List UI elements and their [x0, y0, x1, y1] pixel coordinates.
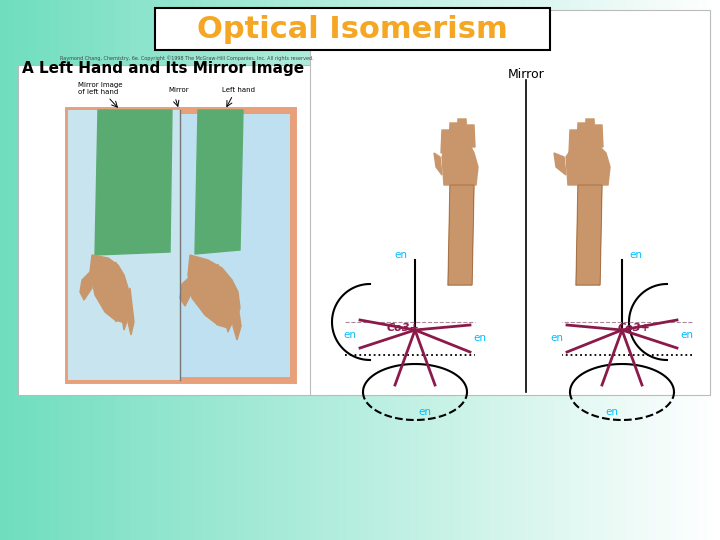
Text: en: en [418, 407, 431, 417]
Polygon shape [434, 153, 442, 175]
Text: Mirror Image
of left hand: Mirror Image of left hand [78, 82, 122, 95]
Text: en: en [395, 250, 408, 260]
Polygon shape [441, 130, 451, 153]
Polygon shape [449, 123, 459, 147]
Text: Raymond Chang, Chemistry, 6e. Copyright ©1998 The McGraw-Hill Companies, Inc. Al: Raymond Chang, Chemistry, 6e. Copyright … [60, 55, 314, 61]
Text: en: en [680, 330, 693, 340]
Polygon shape [121, 275, 128, 330]
Text: en: en [606, 407, 618, 417]
Text: Co3+: Co3+ [618, 323, 650, 333]
Polygon shape [566, 141, 610, 185]
Text: Left hand: Left hand [222, 87, 255, 93]
Bar [18, 65, 456, 395]
Text: en: en [474, 333, 487, 343]
Text: en: en [629, 250, 642, 260]
Bar [68, 110, 293, 380]
Polygon shape [442, 141, 478, 185]
Text: Co3+: Co3+ [387, 323, 420, 333]
Polygon shape [585, 119, 595, 143]
Bar [155, 8, 550, 50]
Text: A Left Hand and Its Mirror Image: A Left Hand and Its Mirror Image [22, 60, 304, 76]
Polygon shape [195, 110, 243, 254]
Polygon shape [465, 125, 475, 147]
Polygon shape [95, 110, 172, 255]
Polygon shape [90, 255, 130, 322]
Polygon shape [554, 153, 566, 175]
Polygon shape [112, 262, 120, 322]
Text: Mirror: Mirror [508, 69, 544, 82]
Polygon shape [593, 125, 603, 147]
Polygon shape [128, 288, 134, 335]
Polygon shape [577, 123, 587, 147]
Polygon shape [569, 130, 579, 153]
Text: en: en [551, 333, 564, 343]
Polygon shape [180, 275, 192, 306]
Polygon shape [202, 260, 212, 316]
Text: Optical Isomerism: Optical Isomerism [197, 15, 508, 44]
Polygon shape [576, 185, 602, 285]
Polygon shape [224, 278, 233, 332]
Polygon shape [233, 292, 241, 340]
Text: en: en [343, 330, 356, 340]
Bar [68, 110, 180, 380]
Polygon shape [457, 119, 467, 143]
Polygon shape [448, 185, 474, 285]
Polygon shape [103, 258, 111, 312]
Polygon shape [188, 255, 240, 328]
Text: Mirror: Mirror [168, 87, 189, 93]
Polygon shape [213, 264, 222, 325]
Polygon shape [80, 272, 92, 300]
Bar [310, 10, 710, 395]
